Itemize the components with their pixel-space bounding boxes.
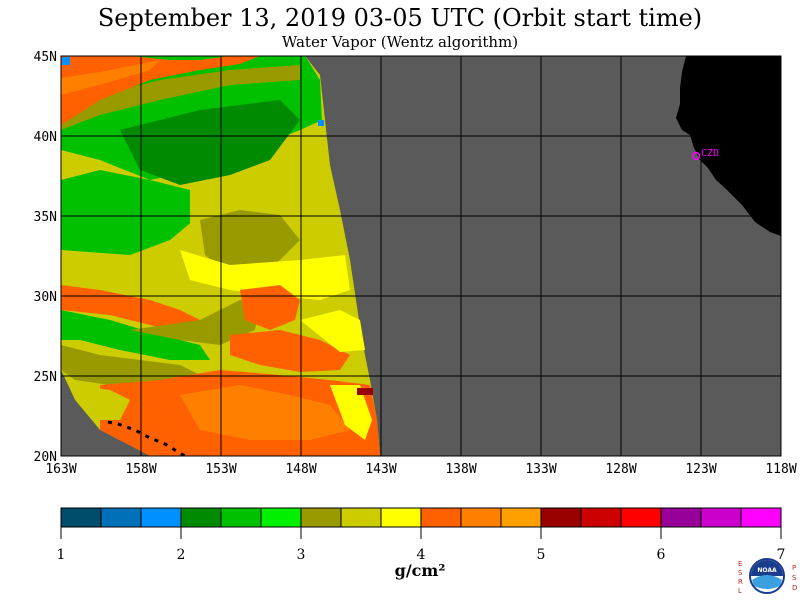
graticule bbox=[61, 56, 781, 456]
colorbar-swatch bbox=[140, 507, 182, 528]
colorbar-swatch bbox=[620, 507, 662, 528]
colorbar-unit: g/cm² bbox=[394, 561, 446, 580]
logo-left-letter-1: E bbox=[738, 560, 742, 568]
colorbar-tick-label: 5 bbox=[537, 547, 546, 563]
latitude-label: 40N bbox=[34, 130, 57, 145]
noaa-badge-text: NOAA bbox=[757, 567, 777, 574]
colorbar-tick-label: 4 bbox=[417, 547, 426, 563]
longitude-labels: 163W 158W 153W 148W 143W 138W 133W 128W 123W 118W bbox=[45, 462, 796, 477]
longitude-label: 133W bbox=[525, 462, 556, 477]
longitude-label: 123W bbox=[685, 462, 716, 477]
latitude-label: 35N bbox=[34, 210, 57, 225]
colorbar-swatch bbox=[60, 507, 102, 528]
longitude-label: 128W bbox=[605, 462, 636, 477]
longitude-label: 148W bbox=[285, 462, 316, 477]
band-orange-south2 bbox=[180, 385, 350, 440]
map-frame bbox=[60, 55, 782, 457]
colorbar-swatch bbox=[540, 507, 582, 528]
latitude-label: 25N bbox=[34, 370, 57, 385]
logo-left-letter-4: L bbox=[738, 587, 742, 595]
colorbar-swatch bbox=[500, 507, 542, 528]
band-olive-north bbox=[61, 65, 300, 130]
band-yellow-mid bbox=[180, 250, 350, 300]
latitude-label: 45N bbox=[34, 50, 57, 65]
colorbar-swatch bbox=[700, 507, 742, 528]
logo-left-letter-3: R bbox=[738, 578, 743, 586]
band-darkgreen-north bbox=[120, 100, 300, 185]
land-north-america bbox=[676, 56, 781, 236]
colorbar-swatch bbox=[100, 507, 142, 528]
longitude-label: 138W bbox=[445, 462, 476, 477]
longitude-label: 153W bbox=[205, 462, 236, 477]
colorbar-tick-label: 3 bbox=[297, 547, 306, 563]
band-yellow-26n bbox=[300, 310, 365, 352]
logo-right-letter-1: P bbox=[792, 564, 796, 572]
band-orange-nw-strip bbox=[61, 60, 160, 95]
colorbar-swatch bbox=[300, 507, 342, 528]
colorbar-swatch bbox=[260, 507, 302, 528]
map-subtitle: Water Vapor (Wentz algorithm) bbox=[281, 33, 519, 51]
station-label: CZD bbox=[701, 148, 719, 159]
colorbar-tick-label: 2 bbox=[177, 547, 186, 563]
latitude-labels: 45N 40N 35N 30N 25N 20N bbox=[34, 50, 57, 465]
colorbar-swatch bbox=[580, 507, 622, 528]
colorbar-swatch bbox=[180, 507, 222, 528]
colorbar-swatch bbox=[420, 507, 462, 528]
latitude-label: 20N bbox=[34, 450, 57, 465]
colorbar-tick-label: 7 bbox=[777, 547, 786, 563]
longitude-label: 158W bbox=[125, 462, 156, 477]
colorbar-tick-label: 6 bbox=[657, 547, 666, 563]
band-blue-cell2 bbox=[318, 120, 324, 126]
latitude-label: 30N bbox=[34, 290, 57, 305]
colorbar-swatch bbox=[740, 507, 782, 528]
colorbar-swatch bbox=[460, 507, 502, 528]
band-blue-cell bbox=[62, 57, 70, 65]
band-green-29n bbox=[61, 310, 210, 360]
logo-right-letter-3: D bbox=[792, 584, 797, 592]
longitude-label: 118W bbox=[765, 462, 796, 477]
longitude-label: 163W bbox=[45, 462, 76, 477]
band-orange-26n bbox=[230, 330, 350, 372]
logo-right-letter-2: S bbox=[792, 574, 797, 582]
swath-gap bbox=[61, 370, 150, 456]
logo-left-letter-2: S bbox=[738, 569, 743, 577]
colorbar-swatch bbox=[380, 507, 422, 528]
band-olive-mid2 bbox=[200, 210, 300, 275]
band-olive-south bbox=[75, 385, 130, 420]
band-darkred-cell bbox=[357, 388, 373, 395]
island-chain bbox=[107, 420, 186, 456]
band-olive-25n bbox=[61, 345, 200, 385]
colorbar-swatch bbox=[220, 507, 262, 528]
band-olive-28n bbox=[130, 300, 260, 345]
noaa-esrl-logo: E S R L P S D NOAA bbox=[734, 556, 800, 600]
colorbar-swatch bbox=[340, 507, 382, 528]
colorbar bbox=[60, 507, 782, 528]
longitude-label: 143W bbox=[365, 462, 396, 477]
band-yellow-south bbox=[330, 385, 372, 440]
colorbar-tick-label: 1 bbox=[57, 547, 66, 563]
band-orange-30n bbox=[61, 285, 200, 335]
station-marker bbox=[691, 151, 701, 161]
colorbar-swatch bbox=[660, 507, 702, 528]
colorbar-ticks: 1 2 3 4 5 6 7 bbox=[57, 527, 786, 563]
band-green-mid bbox=[61, 170, 200, 255]
map-title: September 13, 2019 03-05 UTC (Orbit star… bbox=[97, 4, 703, 32]
